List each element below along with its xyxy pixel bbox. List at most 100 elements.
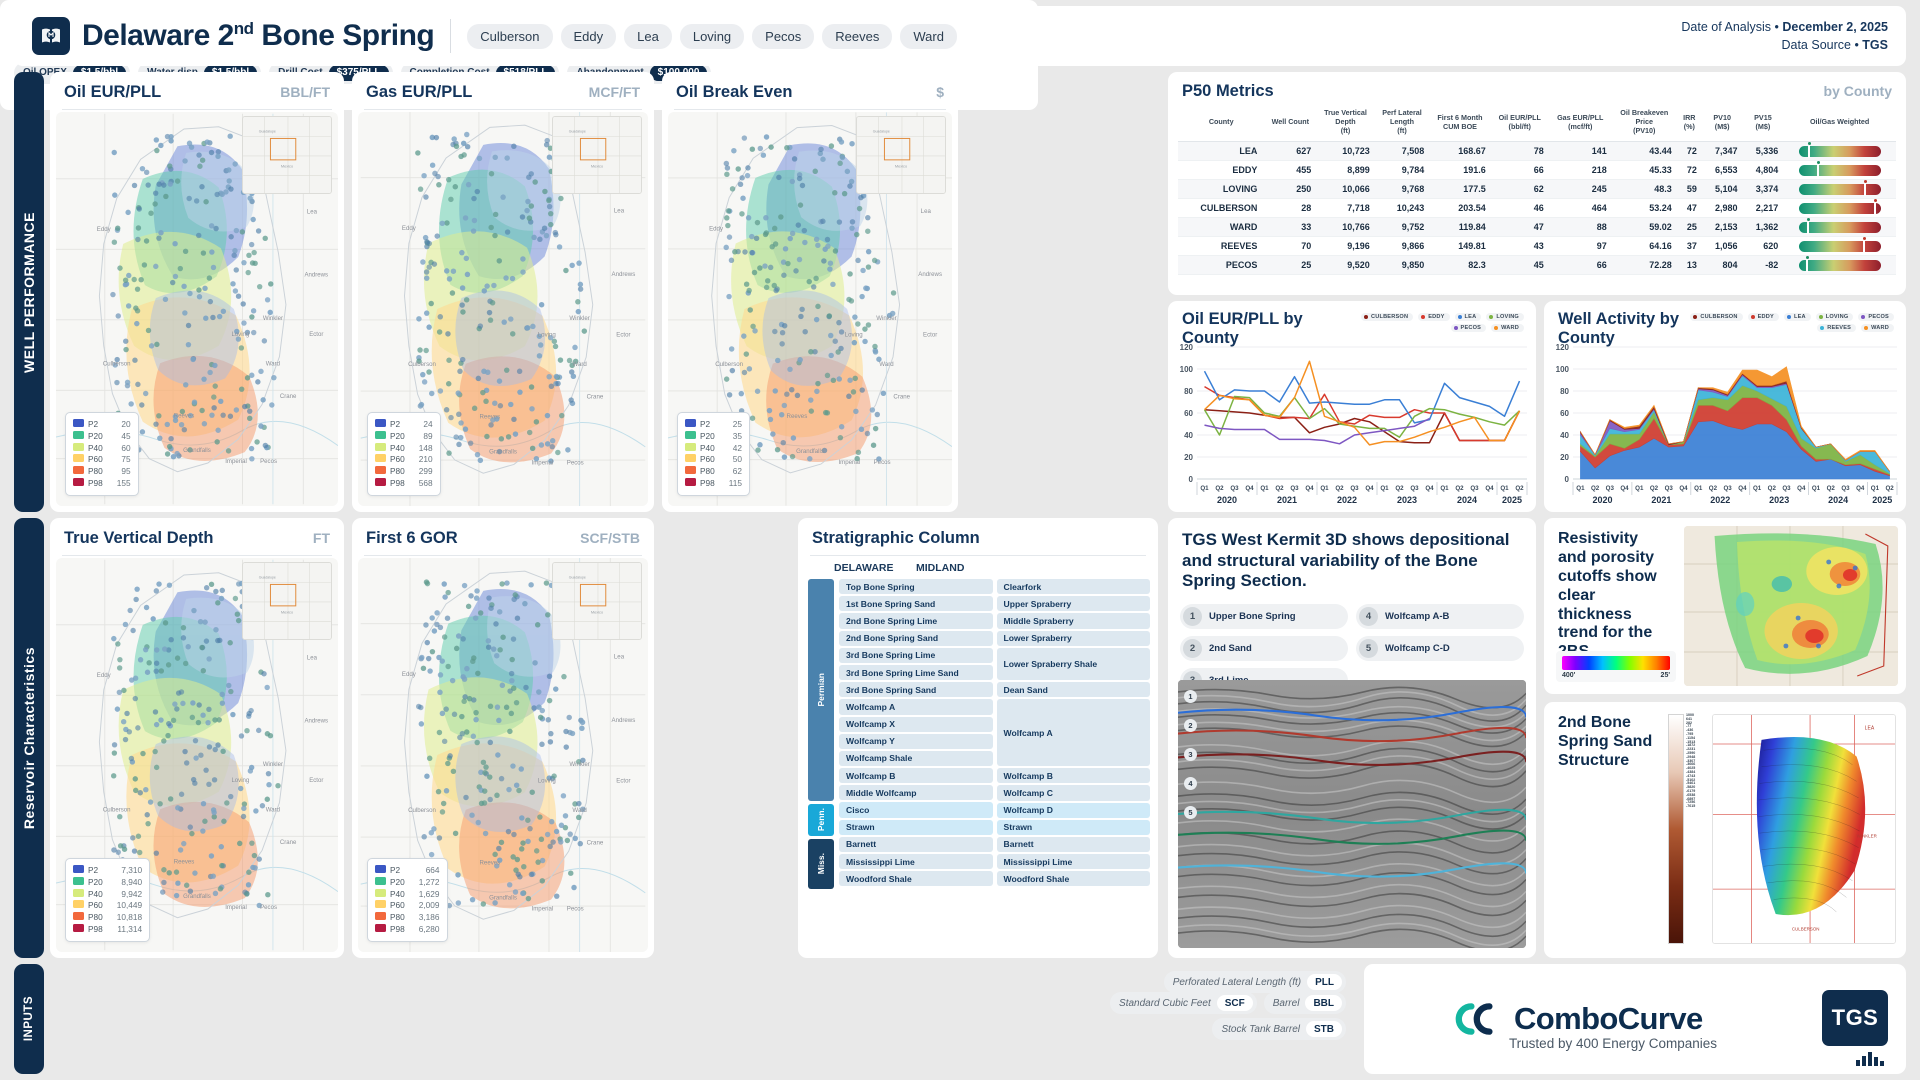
- column-header: First 6 Month CUM BOE: [1429, 105, 1491, 142]
- county-chip[interactable]: Culberson: [467, 23, 553, 49]
- legend-value: 60: [121, 442, 131, 453]
- weight-dot: [1808, 141, 1812, 145]
- map-canvas[interactable]: Eddy Culberson Ward Reeves Pecos Winkler Crane…: [56, 112, 338, 506]
- seismic-section-image: 1 2 3 4 5: [1178, 680, 1526, 948]
- legend-item[interactable]: LOVING: [1486, 313, 1524, 321]
- svg-text:Crane: Crane: [587, 840, 604, 847]
- legend-item[interactable]: REEVES: [1817, 324, 1857, 332]
- legend-item[interactable]: PECOS: [1450, 324, 1487, 332]
- legend-item[interactable]: CULBERSON: [1690, 313, 1743, 321]
- kermit-pill[interactable]: 1 Upper Bone Spring: [1180, 604, 1348, 630]
- svg-text:Culberson: Culberson: [103, 361, 131, 367]
- table-row[interactable]: REEVES 70 9,196 9,866 149.81 43 97 64.16…: [1178, 236, 1896, 256]
- svg-text:2024: 2024: [1828, 495, 1848, 505]
- strat-delaware-cell: Top Bone Spring: [839, 579, 993, 595]
- legend-item[interactable]: CULBERSON: [1360, 313, 1414, 321]
- kermit-3d-card: TGS West Kermit 3D shows depositional an…: [1168, 518, 1536, 958]
- legend-row: P98 115: [685, 478, 742, 490]
- svg-text:Pecos: Pecos: [567, 905, 584, 912]
- svg-text:Pecos: Pecos: [567, 459, 584, 466]
- cell-county: CULBERSON: [1178, 198, 1265, 218]
- legend-label: P20: [700, 430, 715, 441]
- svg-text:100: 100: [1180, 365, 1194, 374]
- legend-label: WARD: [1501, 325, 1519, 331]
- kermit-pill[interactable]: 4 Wolfcamp A-B: [1356, 604, 1524, 630]
- unit-row: Stock Tank Barrel STB: [1096, 1016, 1356, 1042]
- legend-label: LEA: [1464, 314, 1477, 320]
- legend-item[interactable]: LEA: [1454, 313, 1482, 321]
- legend-label: P20: [390, 430, 405, 441]
- legend-label: P98: [700, 478, 715, 489]
- svg-text:Loving: Loving: [845, 331, 863, 338]
- legend-dot: [1494, 326, 1499, 330]
- kermit-pill[interactable]: 5 Wolfcamp C-D: [1356, 636, 1524, 662]
- column-header: Well Count: [1264, 105, 1317, 142]
- column-header: PV15 (M$): [1742, 105, 1784, 142]
- svg-text:Lea: Lea: [307, 656, 318, 662]
- map-canvas[interactable]: Eddy Culberson Ward Reeves Pecos Winkler Crane…: [56, 558, 338, 952]
- strat-midland-column: Clearfork Upper Spraberry Middle Spraberry…: [996, 579, 1150, 889]
- table-row[interactable]: EDDY 455 8,899 9,784 191.6 66 218 45.33 …: [1178, 160, 1896, 180]
- legend-label: CULBERSON: [1700, 314, 1738, 320]
- cell-pll: 9,784: [1374, 160, 1430, 180]
- map-canvas[interactable]: Eddy Culberson Ward Reeves Pecos Winkler Crane…: [358, 558, 648, 952]
- svg-text:Q1: Q1: [1753, 485, 1762, 492]
- table-row[interactable]: PECOS 25 9,520 9,850 82.3 45 66 72.28 13…: [1178, 255, 1896, 275]
- map-inset: Mexico Guadalupe: [242, 562, 332, 640]
- strat-delaware-cell: Barnett: [839, 836, 993, 852]
- svg-text:Q3: Q3: [1723, 485, 1732, 492]
- county-chip[interactable]: Lea: [624, 23, 672, 49]
- legend-row: P40 1,629: [375, 888, 440, 900]
- svg-text:Loving: Loving: [538, 777, 556, 784]
- county-chip[interactable]: Loving: [679, 23, 745, 49]
- legend-value: 210: [418, 454, 433, 465]
- map-card-gas-eur: Gas EUR/PLL MCF/FT Eddy Culberson Ward Reev…: [352, 72, 654, 512]
- svg-text:Eddy: Eddy: [709, 225, 724, 232]
- strat-delaware-cell: 3rd Bone Spring Lime Sand: [839, 664, 993, 681]
- table-row[interactable]: WARD 33 10,766 9,752 119.84 47 88 59.02 …: [1178, 217, 1896, 237]
- county-chip[interactable]: Pecos: [752, 23, 815, 49]
- svg-text:60: 60: [1560, 409, 1569, 418]
- legend-row: P2 664: [375, 864, 440, 876]
- cell-county: EDDY: [1178, 160, 1265, 180]
- scale-value: -5820: [1686, 785, 1696, 790]
- county-chip[interactable]: Ward: [900, 23, 957, 49]
- svg-text:2021: 2021: [1651, 495, 1671, 505]
- svg-text:Ward: Ward: [572, 807, 586, 814]
- legend-item[interactable]: PECOS: [1858, 313, 1894, 321]
- strat-midland-cell: Clearfork: [996, 579, 1150, 595]
- cell-gas-eur: 88: [1548, 217, 1612, 237]
- legend-swatch: [375, 876, 386, 885]
- legend-item[interactable]: WARD: [1861, 324, 1894, 332]
- svg-text:Mexico: Mexico: [281, 164, 293, 169]
- weight-gradient: [1798, 183, 1881, 195]
- cell-pv15: 2,217: [1742, 198, 1784, 218]
- strat-delaware-cell: Wolfcamp B: [839, 768, 993, 784]
- table-row[interactable]: CULBERSON 28 7,718 10,243 203.54 46 464 …: [1178, 198, 1896, 218]
- legend-item[interactable]: LEA: [1783, 313, 1811, 321]
- legend-value: 24: [423, 418, 433, 429]
- brand-tagline: Trusted by 400 Energy Companies: [1508, 1036, 1718, 1051]
- legend-swatch: [685, 430, 696, 439]
- colorbar-gradient: [1562, 656, 1670, 670]
- svg-text:Pecos: Pecos: [260, 459, 277, 465]
- legend-value: 35: [732, 430, 742, 441]
- table-row[interactable]: LEA 627 10,723 7,508 168.67 78 141 43.44…: [1178, 141, 1896, 161]
- legend-item[interactable]: LOVING: [1815, 313, 1854, 321]
- map-canvas[interactable]: Eddy Culberson Ward Reeves Pecos Winkler Crane…: [358, 112, 648, 506]
- svg-text:2020: 2020: [1592, 495, 1612, 505]
- legend-swatch: [685, 454, 696, 463]
- svg-text:Imperial: Imperial: [532, 459, 554, 466]
- table-row[interactable]: LOVING 250 10,066 9,768 177.5 62 245 48.…: [1178, 179, 1896, 199]
- legend-row: P60 75: [73, 454, 131, 466]
- county-chip[interactable]: Reeves: [822, 23, 893, 49]
- kermit-pill[interactable]: 2 2nd Sand: [1180, 636, 1348, 662]
- county-chip[interactable]: Eddy: [560, 23, 617, 49]
- map-canvas[interactable]: Eddy Culberson Ward Reeves Pecos Winkler Crane…: [668, 112, 952, 506]
- legend-item[interactable]: EDDY: [1747, 313, 1779, 321]
- legend-value: 50: [732, 454, 742, 465]
- svg-text:Q4: Q4: [1738, 485, 1747, 492]
- legend-item[interactable]: WARD: [1491, 324, 1524, 332]
- divider: [674, 109, 946, 110]
- legend-item[interactable]: EDDY: [1418, 313, 1450, 321]
